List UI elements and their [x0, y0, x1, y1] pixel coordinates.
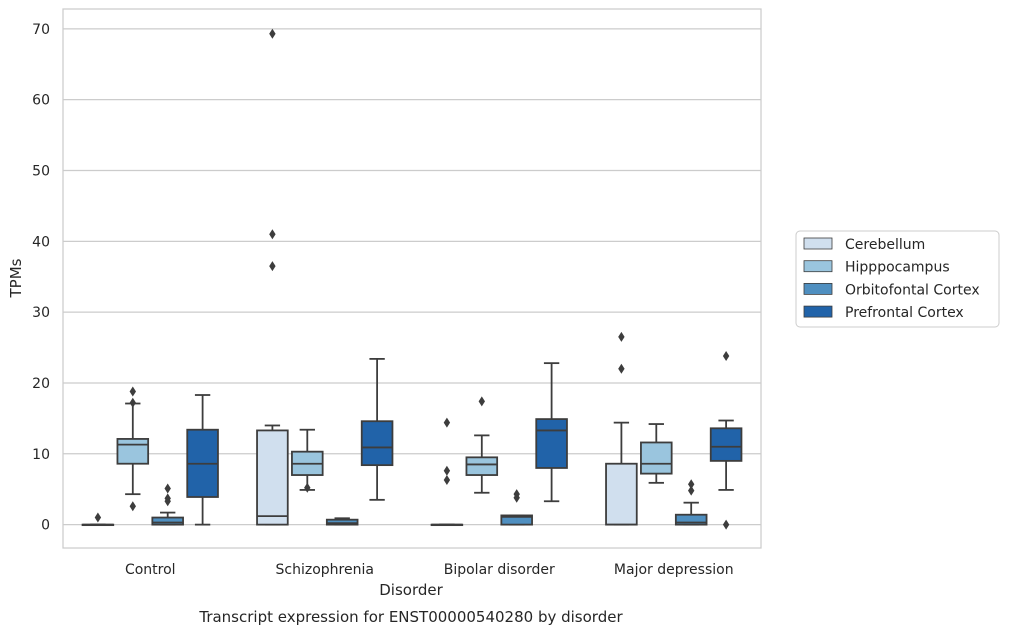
box-body	[605, 462, 638, 526]
x-tick-label: Bipolar disorder	[444, 562, 555, 578]
legend-frame	[795, 230, 1000, 328]
box-body	[500, 514, 533, 526]
legend-label: Prefrontal Cortex	[845, 305, 964, 321]
box-2-1	[465, 396, 499, 494]
outlier-point	[269, 229, 276, 240]
x-tick-label: Schizophrenia	[276, 562, 374, 578]
outlier-point	[688, 485, 695, 496]
box-body	[256, 429, 289, 526]
box-body	[151, 516, 184, 526]
outlier-point	[269, 261, 276, 272]
outlier-point	[129, 501, 136, 512]
box-2-2	[500, 489, 533, 526]
box-body	[116, 438, 150, 465]
box-3-3	[709, 351, 743, 530]
legend-swatch	[803, 282, 833, 295]
box-body	[674, 513, 708, 526]
outlier-point	[722, 519, 730, 530]
outlier-point	[618, 331, 625, 342]
x-tick-labels: Control Schizophrenia Bipolar disorder Majo…	[125, 562, 734, 578]
box-body	[360, 420, 394, 467]
y-tick-label: 70	[32, 22, 50, 38]
legend-label: Orbitofontal Cortex	[845, 282, 980, 298]
outlier-point	[443, 475, 451, 486]
outlier-point	[129, 386, 136, 397]
box-3-0	[605, 331, 638, 526]
legend: Cerebellum Hipppocampus Orbitofontal Corte…	[795, 230, 1000, 328]
legend-swatch	[803, 260, 833, 273]
x-tick-label: Major depression	[614, 562, 734, 578]
box-2-3	[535, 362, 568, 503]
outlier-point	[513, 492, 520, 503]
box-body	[535, 418, 568, 469]
box-3-1	[640, 423, 673, 484]
x-tick-label: Control	[125, 562, 176, 578]
legend-swatch	[803, 305, 833, 318]
box-3-2	[674, 479, 708, 526]
box-0-1	[116, 386, 150, 512]
outlier-point	[129, 397, 136, 408]
y-tick-label: 30	[32, 305, 50, 321]
box-1-3	[360, 357, 394, 501]
gridlines	[63, 28, 761, 526]
outlier-point	[94, 512, 102, 523]
outlier-point	[443, 417, 451, 428]
box-body	[465, 456, 499, 476]
y-tick-label: 0	[41, 518, 50, 534]
box-0-3	[186, 394, 219, 526]
y-tick-label: 10	[32, 447, 50, 463]
box-0-0	[81, 512, 115, 527]
outlier-point	[164, 483, 171, 494]
box-0-2	[151, 483, 184, 526]
legend-label: Hipppocampus	[845, 260, 950, 276]
outlier-point	[443, 465, 451, 476]
box-1-1	[291, 428, 324, 493]
plot-frame	[62, 8, 762, 549]
box-body	[325, 518, 359, 526]
box-body	[640, 441, 673, 475]
outlier-point	[618, 363, 625, 374]
boxes-layer	[81, 28, 743, 530]
box-1-2	[325, 517, 359, 526]
outlier-point	[164, 496, 171, 507]
outlier-point	[304, 482, 311, 493]
y-tick-label: 20	[32, 376, 50, 392]
chart-caption: Transcript expression for ENST0000054028…	[198, 608, 623, 626]
box-1-0	[256, 28, 289, 526]
y-tick-label: 40	[32, 234, 50, 250]
y-tick-label: 50	[32, 163, 50, 179]
outlier-point	[688, 479, 695, 490]
y-tick-labels: 0 10 20 30 40 50 60 70	[32, 22, 50, 534]
x-axis-label: Disorder	[379, 581, 443, 599]
outlier-point	[269, 28, 276, 39]
box-body	[709, 427, 743, 462]
outlier-point	[478, 396, 485, 407]
y-axis-label: TPMs	[7, 258, 25, 298]
legend-swatch	[803, 237, 833, 250]
y-tick-label: 60	[32, 93, 50, 109]
legend-label: Cerebellum	[845, 237, 925, 253]
box-2-0	[430, 417, 464, 527]
outlier-point	[722, 351, 730, 362]
